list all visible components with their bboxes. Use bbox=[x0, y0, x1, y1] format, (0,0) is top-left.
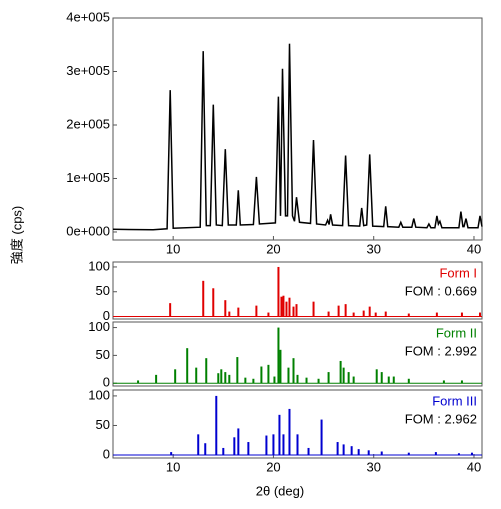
x-tick-label: 40 bbox=[467, 459, 481, 474]
y-tick-label: 0e+000 bbox=[66, 223, 110, 238]
plot-frame bbox=[112, 321, 483, 387]
x-tick-label: 30 bbox=[366, 241, 380, 256]
fom-annotation: FOM : 2.992 bbox=[405, 343, 477, 358]
y-tick-label: 50 bbox=[96, 283, 110, 298]
plot-frame bbox=[112, 17, 483, 241]
y-tick-label: 100 bbox=[88, 387, 110, 402]
fom-annotation: FOM : 2.962 bbox=[405, 411, 477, 426]
y-axis-label: 強度 (cps) bbox=[9, 206, 24, 265]
y-tick-label: 50 bbox=[96, 417, 110, 432]
y-tick-label: 100 bbox=[88, 319, 110, 334]
y-tick-label: 4e+005 bbox=[66, 9, 110, 24]
y-tick-label: 3e+005 bbox=[66, 63, 110, 78]
y-tick-label: 2e+005 bbox=[66, 116, 110, 131]
x-tick-label: 10 bbox=[166, 459, 180, 474]
y-tick-label: 100 bbox=[88, 258, 110, 273]
y-tick-label: 0 bbox=[103, 375, 110, 390]
form-label: Form III bbox=[432, 393, 477, 408]
y-tick-label: 0 bbox=[103, 308, 110, 323]
x-tick-label: 10 bbox=[166, 241, 180, 256]
form-label: Form II bbox=[436, 325, 477, 340]
y-tick-label: 50 bbox=[96, 347, 110, 362]
x-tick-label: 30 bbox=[366, 459, 380, 474]
x-tick-label: 40 bbox=[467, 241, 481, 256]
form-label: Form I bbox=[439, 265, 477, 280]
x-tick-label: 20 bbox=[266, 241, 280, 256]
pattern-line bbox=[112, 43, 483, 231]
fom-annotation: FOM : 0.669 bbox=[405, 283, 477, 298]
plot-frame bbox=[112, 261, 483, 320]
x-axis-label: 2θ (deg) bbox=[256, 483, 304, 498]
y-tick-label: 1e+005 bbox=[66, 170, 110, 185]
y-tick-label: 0 bbox=[103, 446, 110, 461]
x-tick-label: 20 bbox=[266, 459, 280, 474]
plot-frame bbox=[112, 389, 483, 459]
